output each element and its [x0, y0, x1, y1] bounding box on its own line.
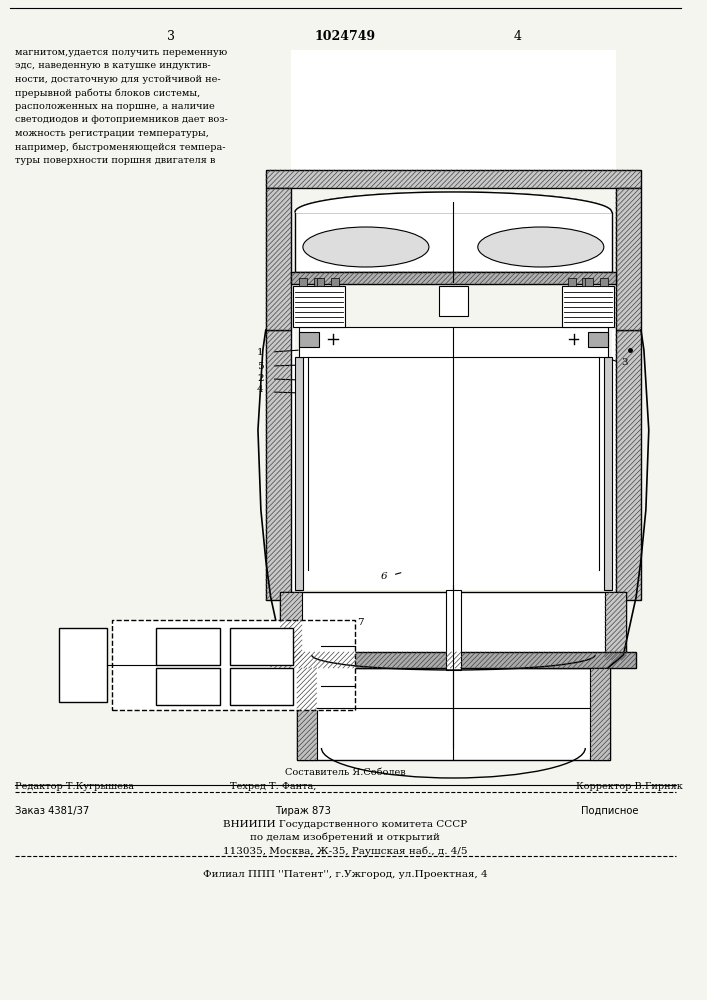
Bar — [299, 327, 608, 357]
Text: эдс, наведенную в катушке индуктив-: эдс, наведенную в катушке индуктив- — [15, 62, 210, 70]
Text: большие возможности для исследования: большие возможности для исследования — [354, 62, 566, 70]
Text: 4: 4 — [257, 385, 264, 394]
Text: Тираж 873: Тираж 873 — [275, 806, 331, 816]
Text: Филиал ППП ''Патент'', г.Ужгород, ул.Проектная, 4: Филиал ППП ''Патент'', г.Ужгород, ул.Про… — [203, 870, 487, 879]
Ellipse shape — [478, 227, 604, 267]
Text: 113035, Москва, Ж-35, Раушская наб., д. 4/5: 113035, Москва, Ж-35, Раушская наб., д. … — [223, 846, 467, 856]
Polygon shape — [295, 192, 612, 212]
Ellipse shape — [303, 227, 429, 267]
Bar — [588, 332, 608, 347]
Bar — [307, 655, 600, 660]
Bar — [445, 590, 461, 670]
Text: 1024749: 1024749 — [315, 30, 375, 43]
Text: рабочего процесса в двигателе. При: рабочего процесса в двигателе. При — [354, 75, 542, 85]
Text: ки места    термопреобразовате-: ки места термопреобразовате- — [354, 142, 522, 152]
Text: можность регистрации температуры,: можность регистрации температуры, — [15, 129, 209, 138]
Bar — [266, 188, 291, 330]
Bar — [297, 668, 609, 760]
Bar — [332, 278, 339, 286]
Text: туры поверхности поршня двигателя в: туры поверхности поршня двигателя в — [15, 156, 215, 165]
Text: 6: 6 — [381, 572, 387, 581]
Text: Подписное: Подписное — [581, 806, 639, 816]
Bar — [562, 286, 614, 327]
Bar — [299, 278, 307, 286]
Bar — [568, 278, 575, 286]
Bar — [317, 278, 325, 286]
Text: по делам изобретений и открытий: по делам изобретений и открытий — [250, 833, 440, 842]
Text: светодиодов и фотоприемников дает воз-: светодиодов и фотоприемников дает воз- — [15, 115, 228, 124]
Bar — [590, 668, 609, 760]
Text: расположенных на поршне, а наличие: расположенных на поршне, а наличие — [15, 102, 214, 111]
Text: этом долговечность работы системы оп-: этом долговечность работы системы оп- — [354, 89, 562, 98]
Text: Редактор Т.Кугрышева: Редактор Т.Кугрышева — [15, 782, 134, 791]
Bar — [295, 357, 303, 590]
Bar — [230, 668, 293, 705]
Text: 1: 1 — [257, 348, 264, 357]
Text: Техред Т. Фанта,: Техред Т. Фанта, — [230, 782, 317, 791]
Text: прерывной работы блоков системы,: прерывной работы блоков системы, — [15, 89, 200, 98]
Text: 10: 10 — [76, 669, 90, 679]
Text: Составитель Я.Соболев: Составитель Я.Соболев — [285, 768, 405, 777]
Bar — [299, 332, 319, 347]
Bar — [112, 620, 355, 710]
Bar — [156, 628, 220, 665]
Bar — [604, 357, 612, 590]
Text: 5: 5 — [257, 362, 264, 371]
Text: цикле, что, в свою очередь, открывает: цикле, что, в свою очередь, открывает — [354, 48, 553, 57]
Bar — [281, 592, 302, 660]
Bar — [271, 652, 636, 668]
Bar — [616, 188, 641, 330]
Text: 7: 7 — [356, 618, 363, 627]
Text: 3: 3 — [621, 358, 628, 367]
Text: ности, достаточную для устойчивой не-: ности, достаточную для устойчивой не- — [15, 75, 221, 84]
Bar — [616, 330, 641, 600]
Bar — [439, 286, 468, 316]
Text: няемых элементов, а разборка двигате-: няемых элементов, а разборка двигате- — [354, 115, 559, 125]
Bar — [612, 330, 616, 600]
Bar — [295, 212, 612, 272]
Text: ределяется только надежностью приме-: ределяется только надежностью приме- — [354, 102, 562, 111]
Text: 8: 8 — [257, 690, 264, 700]
Bar — [59, 628, 107, 702]
Bar — [585, 278, 593, 286]
Bar — [156, 668, 220, 705]
Text: лей.: лей. — [354, 156, 375, 165]
Bar — [291, 272, 616, 284]
Bar — [291, 50, 616, 190]
Bar — [266, 330, 291, 600]
Text: ВНИИПИ Государственного комитета СССР: ВНИИПИ Государственного комитета СССР — [223, 820, 467, 829]
Text: например, быстроменяющейся темпера-: например, быстроменяющейся темпера- — [15, 142, 225, 152]
Bar — [303, 357, 604, 590]
Bar — [230, 628, 293, 665]
Text: 9: 9 — [184, 650, 191, 660]
Text: 9: 9 — [184, 690, 191, 700]
Text: магнитом,удается получить переменную: магнитом,удается получить переменную — [15, 48, 227, 57]
Text: 2: 2 — [257, 374, 264, 383]
Bar — [600, 278, 608, 286]
Text: 8: 8 — [257, 650, 264, 660]
Bar — [293, 286, 345, 327]
Text: ля необходима только для перестанов-: ля необходима только для перестанов- — [354, 129, 554, 138]
Text: 3: 3 — [167, 30, 175, 43]
Bar — [583, 278, 590, 286]
Bar — [314, 278, 322, 286]
Bar — [297, 668, 317, 760]
Text: Заказ 4381/37: Заказ 4381/37 — [15, 806, 89, 816]
Bar — [604, 592, 626, 660]
Bar — [291, 330, 295, 600]
Bar — [266, 170, 641, 188]
Text: 4: 4 — [514, 30, 522, 43]
Text: Корректор В.Гирняк: Корректор В.Гирняк — [576, 782, 684, 791]
Bar — [281, 592, 626, 660]
